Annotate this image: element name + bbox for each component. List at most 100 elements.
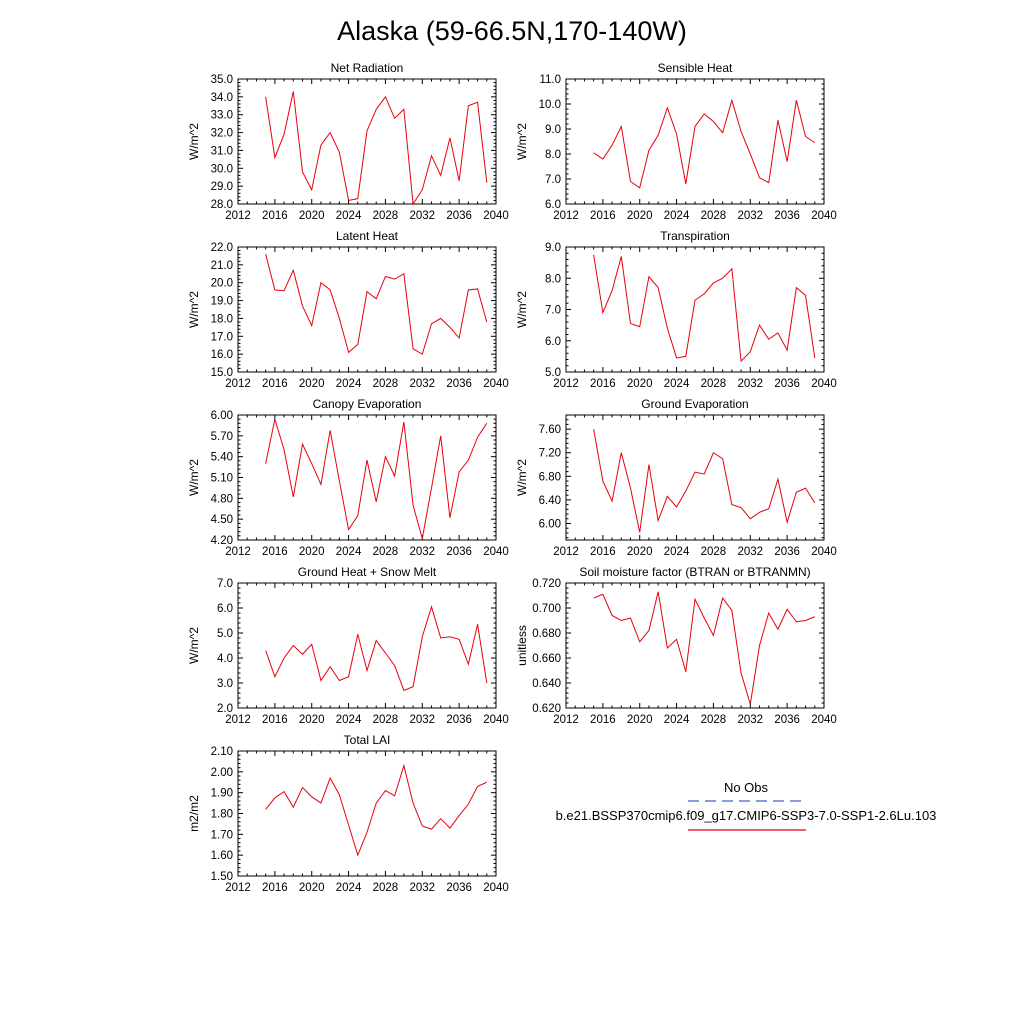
x-tick-label: 2020 <box>627 714 653 726</box>
x-tick-label: 2020 <box>299 546 325 558</box>
x-tick-label: 2016 <box>262 378 288 390</box>
y-tick-label: 6.40 <box>539 495 561 507</box>
y-tick-label: 31.0 <box>211 145 233 157</box>
y-tick-label: 0.700 <box>532 603 561 615</box>
y-tick-label: 4.0 <box>217 653 233 665</box>
x-tick-label: 2036 <box>774 378 800 390</box>
y-tick-label: 30.0 <box>211 163 233 175</box>
y-tick-label: 5.0 <box>545 367 561 379</box>
panel-5: Ground Evaporation W/m^2 2012 2016 2020 2024 2… <box>515 397 837 558</box>
x-tick-label: 2028 <box>373 714 399 726</box>
panel-title: Net Radiation <box>331 61 404 75</box>
plot-frame <box>237 582 497 709</box>
series-line <box>593 429 816 533</box>
figure-title: Alaska (59-66.5N,170-140W) <box>337 16 687 46</box>
x-tick-label: 2012 <box>225 378 251 390</box>
x-tick-label: 2024 <box>336 210 362 222</box>
y-tick-label: 6.0 <box>217 603 233 615</box>
x-tick-label: 2036 <box>774 714 800 726</box>
x-tick-label: 2012 <box>225 546 251 558</box>
series-line <box>593 591 815 705</box>
panel-0: Net Radiation W/m^2 2012 2016 2020 2024 2028 20… <box>187 61 509 222</box>
x-tick-label: 2016 <box>262 546 288 558</box>
plot-frame <box>237 414 497 541</box>
x-tick-label: 2024 <box>664 210 690 222</box>
y-tick-label: 16.0 <box>211 349 233 361</box>
series-line <box>265 605 488 692</box>
series-line <box>265 91 488 206</box>
x-tick-label: 2020 <box>299 378 325 390</box>
x-tick-label: 2040 <box>811 714 837 726</box>
panel-title: Transpiration <box>660 229 730 243</box>
y-tick-label: 2.10 <box>211 746 233 758</box>
x-tick-label: 2020 <box>627 378 653 390</box>
x-tick-label: 2036 <box>446 714 472 726</box>
x-tick-label: 2016 <box>262 714 288 726</box>
panel-title: Soil moisture factor (BTRAN or BTRANMN) <box>579 565 810 579</box>
x-tick-label: 2024 <box>336 378 362 390</box>
x-tick-label: 2028 <box>701 714 727 726</box>
x-tick-label: 2032 <box>737 714 763 726</box>
y-tick-label: 7.0 <box>545 305 561 317</box>
x-tick-label: 2032 <box>409 546 435 558</box>
x-tick-label: 2020 <box>299 714 325 726</box>
panel-title: Ground Evaporation <box>641 397 748 411</box>
y-axis-label: W/m^2 <box>187 123 201 160</box>
x-tick-label: 2012 <box>553 546 579 558</box>
y-tick-label: 1.60 <box>211 850 233 862</box>
y-tick-label: 21.0 <box>211 260 233 272</box>
y-tick-label: 7.0 <box>217 578 233 590</box>
x-tick-label: 2036 <box>446 210 472 222</box>
y-tick-label: 1.70 <box>211 829 233 841</box>
panel-title: Total LAI <box>344 733 391 747</box>
y-axis-label: W/m^2 <box>515 291 529 328</box>
y-tick-label: 6.80 <box>539 471 561 483</box>
y-tick-label: 5.0 <box>217 628 233 640</box>
panel-title: Latent Heat <box>336 229 399 243</box>
y-tick-label: 0.660 <box>532 653 561 665</box>
legend-series-label: b.e21.BSSP370cmip6.f09_g17.CMIP6-SSP3-7.… <box>556 808 937 823</box>
series-line <box>593 254 816 363</box>
y-tick-label: 2.00 <box>211 767 233 779</box>
y-axis-label: m2/m2 <box>187 795 201 832</box>
x-tick-label: 2028 <box>373 546 399 558</box>
x-tick-label: 2012 <box>225 210 251 222</box>
x-tick-label: 2036 <box>446 378 472 390</box>
y-tick-label: 2.0 <box>217 703 233 715</box>
x-tick-label: 2020 <box>299 882 325 894</box>
y-tick-label: 5.40 <box>211 452 233 464</box>
y-tick-label: 1.50 <box>211 871 233 883</box>
y-tick-label: 5.70 <box>211 431 233 443</box>
y-tick-label: 5.10 <box>211 473 233 485</box>
y-tick-label: 22.0 <box>211 242 233 254</box>
y-axis-label: W/m^2 <box>187 291 201 328</box>
x-tick-label: 2016 <box>590 210 616 222</box>
x-tick-label: 2040 <box>483 714 509 726</box>
x-tick-label: 2040 <box>483 378 509 390</box>
x-tick-label: 2016 <box>262 882 288 894</box>
panel-2: Latent Heat W/m^2 2012 2016 2020 2024 2028 2032… <box>187 229 509 390</box>
x-tick-label: 2016 <box>262 210 288 222</box>
y-tick-label: 9.0 <box>545 242 561 254</box>
y-tick-label: 1.80 <box>211 809 233 821</box>
panel-title: Ground Heat + Snow Melt <box>298 565 437 579</box>
y-tick-label: 20.0 <box>211 278 233 290</box>
x-tick-label: 2032 <box>409 714 435 726</box>
panel-4: Canopy Evaporation W/m^2 2012 2016 2020 2024 2… <box>187 397 509 558</box>
x-tick-label: 2032 <box>737 378 763 390</box>
x-tick-label: 2028 <box>701 378 727 390</box>
x-tick-label: 2040 <box>483 210 509 222</box>
x-tick-label: 2024 <box>664 546 690 558</box>
y-tick-label: 8.0 <box>545 273 561 285</box>
x-tick-label: 2012 <box>553 714 579 726</box>
y-tick-label: 7.20 <box>539 448 561 460</box>
y-tick-label: 33.0 <box>211 110 233 122</box>
x-tick-label: 2032 <box>409 882 435 894</box>
y-tick-label: 6.0 <box>545 336 561 348</box>
y-tick-label: 0.680 <box>532 628 561 640</box>
x-tick-label: 2032 <box>737 210 763 222</box>
plot-frame <box>237 750 497 877</box>
x-tick-label: 2032 <box>409 378 435 390</box>
x-tick-label: 2020 <box>627 210 653 222</box>
